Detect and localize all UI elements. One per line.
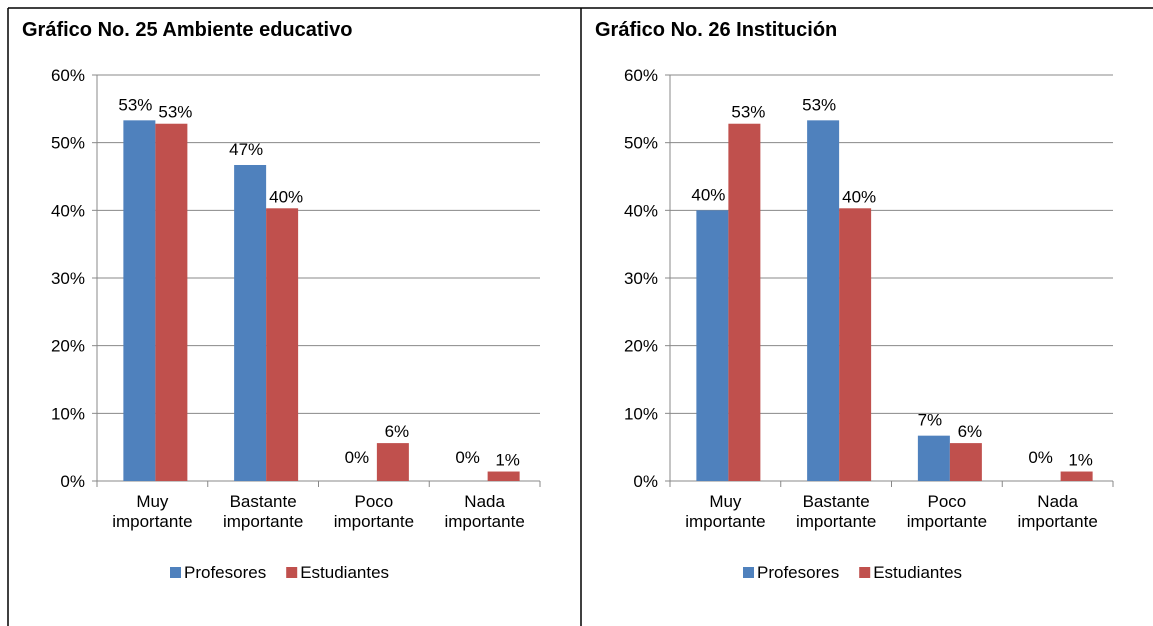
data-label: 53% [802,95,836,114]
x-tick-label: Muy importante [112,492,192,531]
x-tick-label: Bastante importante [796,492,876,531]
bar [234,164,267,481]
y-tick-label: 40% [51,201,85,220]
bar [839,208,872,481]
y-tick-label: 20% [51,337,85,356]
bar [728,123,761,481]
y-tick-label: 30% [51,269,85,288]
chart-title: Gráfico No. 26 Institución [595,19,837,41]
x-tick-label: Nada importante [1017,492,1097,531]
bar [487,471,520,481]
y-tick-label: 50% [624,134,658,153]
bar [949,443,982,481]
data-label: 40% [842,187,876,206]
legend-label: Estudiantes [300,563,389,582]
legend-swatch [743,567,754,578]
data-label: 40% [269,187,303,206]
data-label: 1% [1068,451,1093,470]
y-tick-label: 10% [51,404,85,423]
y-tick-label: 40% [624,201,658,220]
data-label: 40% [691,185,725,204]
bar [123,120,156,481]
x-tick-label: Poco importante [907,492,987,531]
y-tick-label: 0% [60,472,85,491]
bar [807,120,840,481]
legend-label: Estudiantes [873,563,962,582]
legend-label: Profesores [184,563,266,582]
data-label: 47% [229,140,263,159]
y-tick-label: 10% [624,404,658,423]
bar [1060,471,1093,481]
data-label: 53% [731,103,765,122]
bar [917,435,950,481]
data-label: 6% [958,422,983,441]
y-tick-label: 60% [51,66,85,85]
legend-label: Profesores [757,563,839,582]
data-label: 6% [385,422,410,441]
y-tick-label: 20% [624,337,658,356]
legend-swatch [859,567,871,578]
legend-swatch [286,567,298,578]
y-tick-label: 0% [633,472,658,491]
data-label: 53% [118,95,152,114]
chart-title: Gráfico No. 25 Ambiente educativo [22,19,352,41]
x-tick-label: Nada importante [444,492,524,531]
data-label: 7% [918,411,943,430]
data-label: 53% [158,103,192,122]
x-tick-label: Poco importante [334,492,414,531]
data-label: 0% [1028,448,1053,467]
legend-swatch [170,567,181,578]
y-tick-label: 30% [624,269,658,288]
y-tick-label: 50% [51,134,85,153]
bar [696,210,729,482]
y-tick-label: 60% [624,66,658,85]
data-label: 1% [495,451,520,470]
bar [155,123,188,481]
x-tick-label: Muy importante [685,492,765,531]
data-label: 0% [345,448,370,467]
x-tick-label: Bastante importante [223,492,303,531]
data-label: 0% [455,448,480,467]
bar [266,208,299,481]
bar [376,443,409,481]
